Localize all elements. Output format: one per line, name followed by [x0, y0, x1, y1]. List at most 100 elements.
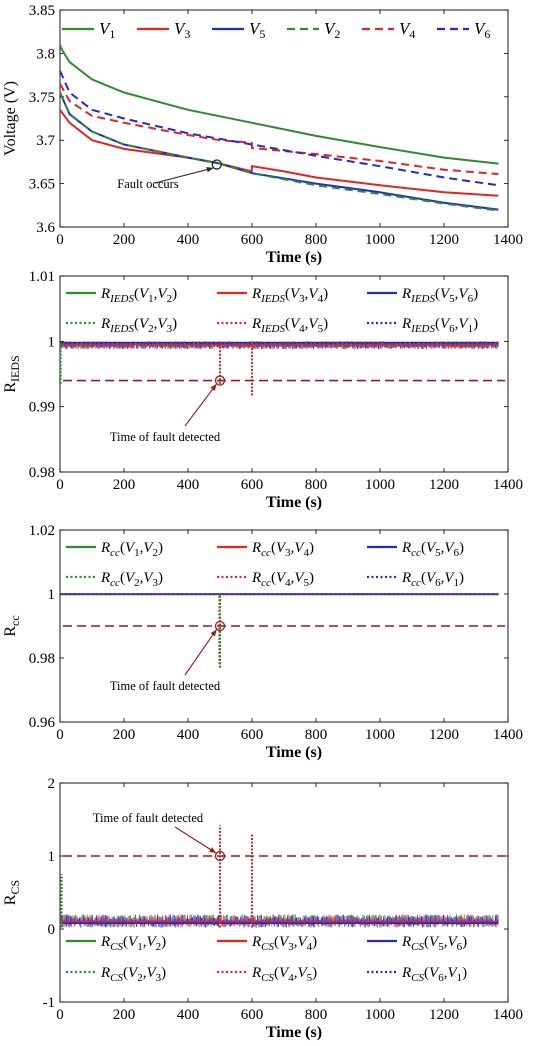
y-tick-label: 3.75 — [29, 90, 55, 106]
x-tick-label: 400 — [177, 477, 200, 493]
annotation-marker — [214, 620, 226, 632]
x-axis-label: Time (s) — [266, 1024, 322, 1041]
plot-area — [59, 9, 509, 228]
legend-entry-4: RCS(V2,V3) — [100, 965, 166, 984]
data-layer — [60, 341, 505, 396]
x-tick-label: 200 — [113, 1007, 136, 1023]
legend-entry-3: RIEDS(V5,V6) — [401, 286, 478, 305]
y-tick-label: 3.7 — [36, 133, 55, 149]
series-line-6 — [60, 70, 499, 187]
y-tick-label: 1.02 — [29, 523, 55, 539]
annotation-arrowhead — [206, 166, 214, 173]
x-tick-label: 1200 — [429, 232, 459, 248]
x-tick-label: 800 — [305, 477, 328, 493]
series-line-5 — [60, 83, 499, 176]
annotation-arrowhead — [210, 384, 217, 391]
legend-entry-2: Rcc(V3,V4) — [251, 540, 314, 559]
legend: V1 V3 V5 V2 V4 V6 — [62, 19, 490, 41]
y-tick-label: 0.98 — [29, 465, 55, 481]
legend-entry-3: V5 — [249, 19, 265, 41]
x-tick-label: 1000 — [365, 232, 395, 248]
legend-entry-6: V6 — [474, 19, 490, 41]
legend-entry-4: RIEDS(V2,V3) — [100, 316, 177, 335]
x-tick-label: 400 — [177, 727, 200, 743]
x-tick-label: 800 — [305, 1007, 328, 1023]
x-tick-label: 1400 — [493, 232, 523, 248]
y-tick-label: 1 — [48, 849, 56, 865]
legend: RCS(V1,V2) RCS(V3,V4) RCS(V5,V6) RCS(V2,V3)… — [66, 934, 467, 984]
x-tick-label: 400 — [177, 232, 200, 248]
legend-entry-6: RIEDS(V6,V1) — [401, 316, 478, 335]
x-tick-label: 0 — [56, 232, 64, 248]
legend-entry-4: Rcc(V2,V3) — [100, 570, 163, 589]
y-tick-label: 1 — [48, 587, 56, 603]
data-layer — [60, 825, 505, 928]
annotation-marker — [211, 159, 222, 170]
annotation-label: Time of fault detected — [110, 679, 221, 693]
legend-entry-3: Rcc(V5,V6) — [401, 540, 464, 559]
chart-panel-2: 0 200 400 600 800 1000 1200 1400 0.98 0.99 1 1.01 Ti… — [2, 269, 523, 511]
x-tick-label: 1200 — [429, 477, 459, 493]
x-tick-label: 200 — [113, 727, 136, 743]
x-axis-label: Time (s) — [266, 249, 322, 266]
series-line-2 — [60, 109, 499, 197]
annotation-arrow — [154, 167, 214, 184]
x-tick-label: 1200 — [429, 727, 459, 743]
x-tick-label: 1000 — [365, 477, 395, 493]
x-tick-label: 1400 — [493, 1007, 523, 1023]
y-tick-label: 0.96 — [29, 715, 56, 731]
x-tick-label: 600 — [241, 477, 264, 493]
annotation-label: Fault occurs — [117, 177, 179, 191]
x-tick-label: 600 — [241, 1007, 264, 1023]
x-tick-label: 600 — [241, 727, 264, 743]
x-tick-label: 200 — [113, 232, 136, 248]
annotation-arrow — [174, 826, 217, 854]
x-tick-label: 0 — [56, 477, 64, 493]
legend-entry-2: V3 — [174, 19, 190, 41]
annotation-marker — [214, 850, 226, 862]
x-tick-label: 400 — [177, 1007, 200, 1023]
y-tick-label: 2 — [48, 776, 56, 792]
legend-entry-4: V2 — [324, 19, 340, 41]
x-tick-label: 200 — [113, 477, 136, 493]
legend-entry-3: RCS(V5,V6) — [401, 934, 467, 953]
legend-entry-1: Rcc(V1,V2) — [100, 540, 163, 559]
annotation-arrowhead — [209, 847, 216, 853]
legend-entry-2: RIEDS(V3,V4) — [251, 286, 328, 305]
annotation-arrow — [184, 629, 217, 676]
x-tick-label: 1000 — [365, 1007, 395, 1023]
legend-entry-5: Rcc(V4,V5) — [251, 570, 314, 589]
legend-entry-1: RCS(V1,V2) — [100, 934, 166, 953]
legend-entry-5: V4 — [399, 19, 415, 41]
legend-entry-1: RIEDS(V1,V2) — [100, 286, 177, 305]
y-tick-label: 1.01 — [29, 269, 55, 285]
y-tick-label: 0.98 — [29, 651, 55, 667]
plot-area — [59, 782, 509, 1003]
chart-panel-1: 0 200 400 600 800 1000 1200 1400 3.6 3.65 3.7 3.75 3… — [2, 3, 523, 266]
y-axis-label: Rcc — [2, 615, 22, 636]
x-tick-label: 1400 — [493, 727, 523, 743]
y-axis-label: Voltage (V) — [2, 81, 19, 156]
y-axis-label: RCS — [2, 880, 22, 905]
x-tick-label: 600 — [241, 232, 264, 248]
series-line-4 — [60, 92, 499, 212]
annotation-label: Time of fault detected — [110, 430, 221, 444]
legend-entry-6: Rcc(V6,V1) — [401, 570, 464, 589]
legend: RIEDS(V1,V2) RIEDS(V3,V4) RIEDS(V5,V6) RIED… — [66, 286, 478, 335]
series-line-1 — [60, 44, 499, 165]
legend-entry-5: RCS(V4,V5) — [251, 965, 317, 984]
x-tick-label: 1200 — [429, 1007, 459, 1023]
y-tick-label: 1 — [48, 334, 56, 350]
x-tick-label: 1400 — [493, 477, 523, 493]
x-tick-label: 0 — [56, 727, 64, 743]
y-tick-label: 3.85 — [29, 3, 55, 19]
plot-area — [59, 529, 509, 723]
x-axis-label: Time (s) — [266, 744, 322, 761]
legend-entry-5: RIEDS(V4,V5) — [251, 316, 328, 335]
y-tick-label: 3.65 — [29, 177, 55, 193]
chart-panel-3: 0 200 400 600 800 1000 1200 1400 0.96 0.98 1 1.02 Ti… — [2, 523, 523, 761]
data-layer — [60, 593, 505, 668]
legend-entry-6: RCS(V6,V1) — [401, 965, 467, 984]
